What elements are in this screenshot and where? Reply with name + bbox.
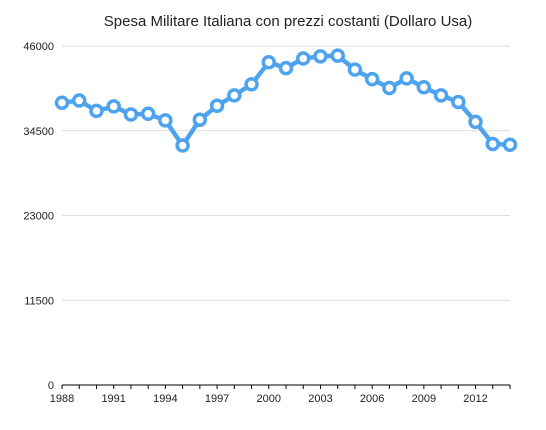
x-tick-label: 2006: [360, 393, 384, 405]
data-point: [106, 99, 121, 114]
data-point: [502, 137, 518, 153]
data-point: [54, 95, 70, 110]
data-point: [468, 114, 483, 130]
chart-title: Spesa Militare Italiana con prezzi costa…: [104, 13, 473, 30]
data-point: [192, 112, 208, 127]
data-points: [54, 48, 518, 153]
data-point: [451, 94, 466, 110]
data-point: [382, 80, 397, 96]
x-tick-label: 2000: [257, 393, 281, 405]
x-tick-label: 2009: [412, 393, 436, 405]
grid-lines: [62, 45, 510, 301]
data-point: [416, 80, 432, 95]
data-point: [313, 49, 328, 64]
data-point: [347, 62, 363, 77]
data-point: [89, 103, 104, 119]
data-point: [123, 107, 139, 122]
x-tick-label: 2012: [463, 393, 487, 405]
x-tick-label: 2003: [308, 393, 332, 405]
data-point: [433, 88, 449, 103]
data-point: [261, 54, 277, 70]
y-tick-label: 11500: [24, 295, 54, 307]
data-point: [364, 71, 380, 87]
x-tick-label: 1991: [101, 393, 125, 405]
x-tick-label: 1994: [153, 393, 177, 405]
data-point: [140, 106, 156, 122]
data-point: [278, 60, 294, 76]
data-point: [209, 98, 225, 113]
data-point: [244, 77, 259, 92]
x-tick-labels: 1988 1991 1994 1997 2000 2003 2006 2009 2012: [50, 393, 488, 405]
y-tick-label: 0: [48, 380, 54, 392]
x-tick-label: 1988: [50, 393, 74, 405]
y-tick-labels: 0 11500 23000 34500 46000: [23, 41, 54, 392]
data-point: [399, 71, 414, 86]
data-point: [227, 88, 242, 103]
data-point: [71, 93, 87, 108]
y-tick-label: 34500: [23, 126, 54, 138]
data-point: [158, 113, 173, 128]
data-point: [485, 136, 501, 152]
x-tick-label: 1997: [205, 393, 229, 405]
data-point: [330, 48, 345, 63]
data-point: [175, 138, 190, 153]
data-point: [295, 51, 311, 66]
axes: [61, 384, 511, 389]
y-tick-label: 46000: [23, 41, 54, 53]
y-tick-label: 23000: [23, 211, 54, 223]
